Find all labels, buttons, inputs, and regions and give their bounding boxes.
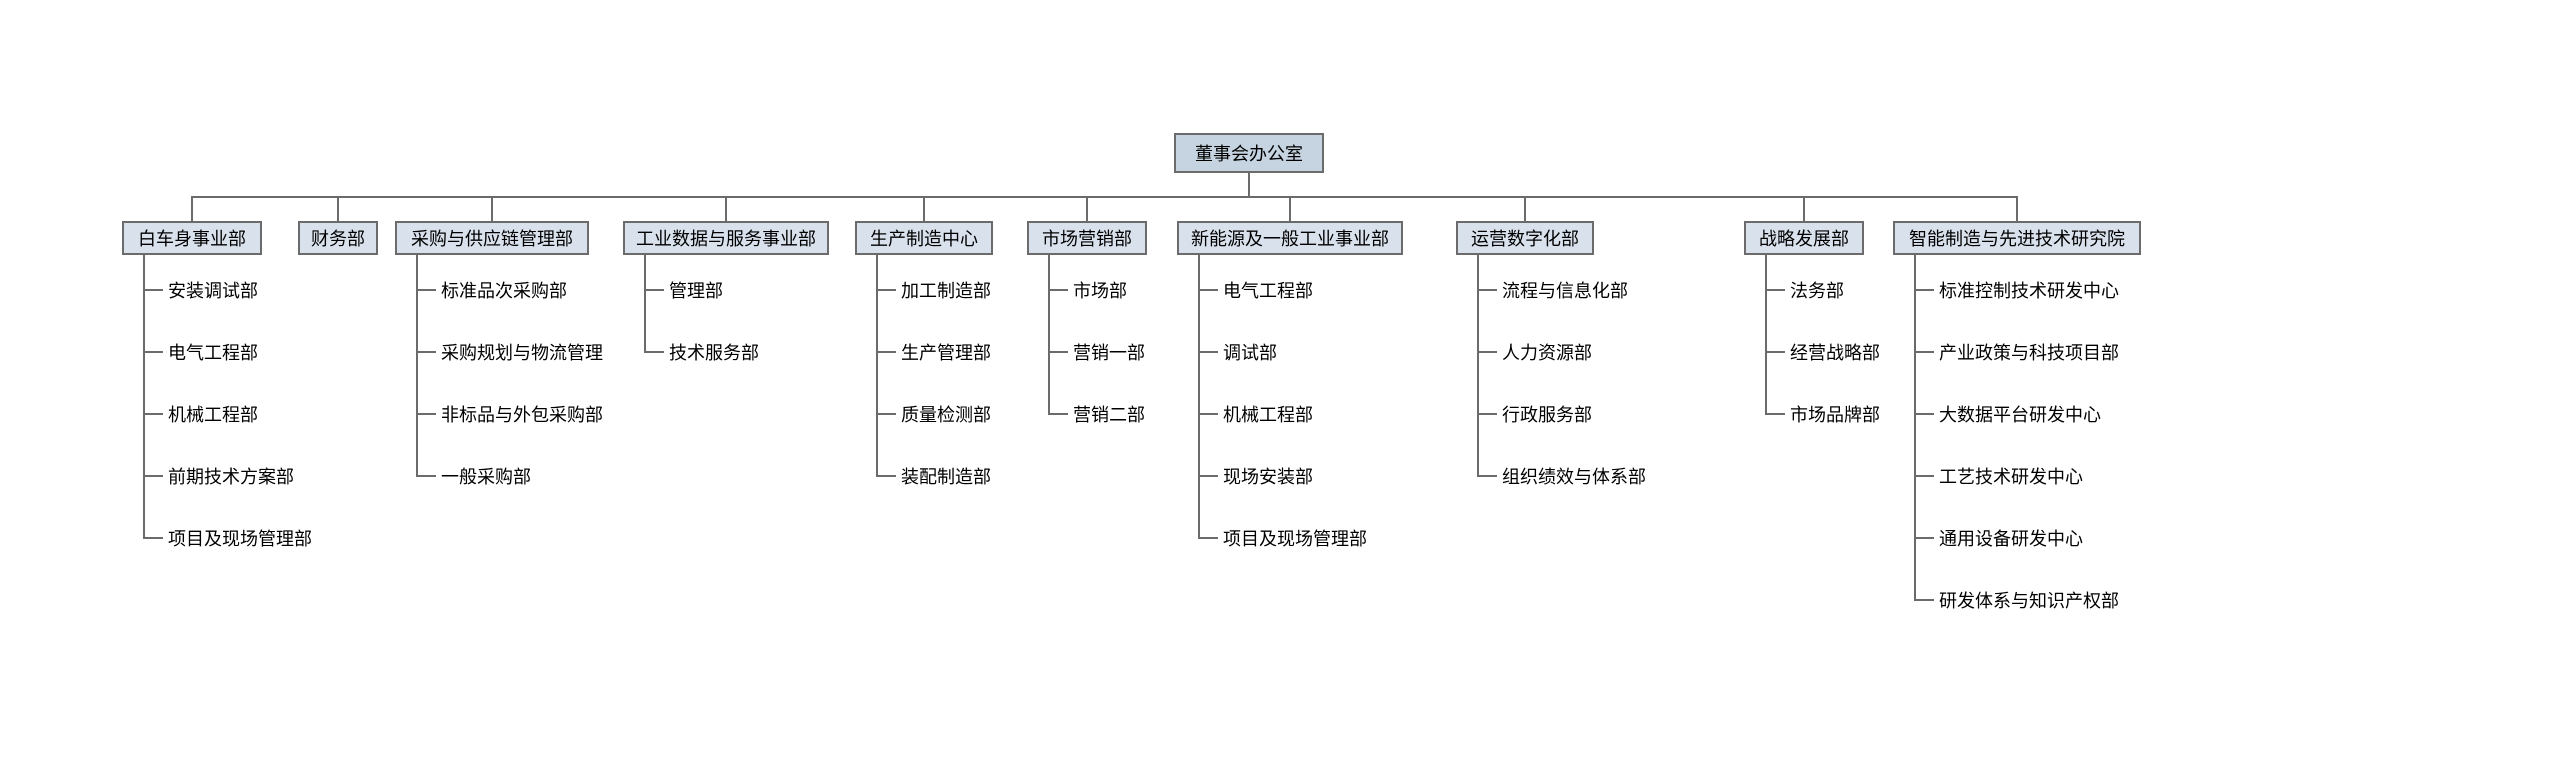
leaf-label: 研发体系与知识产权部	[1939, 587, 2119, 613]
leaf-node: 采购规划与物流管理	[441, 340, 603, 364]
leaf-node: 组织绩效与体系部	[1502, 464, 1646, 488]
leaf-label: 通用设备研发中心	[1939, 525, 2083, 551]
dept-node: 市场营销部	[1027, 221, 1147, 255]
leaf-label: 电气工程部	[1223, 277, 1313, 303]
root-node: 董事会办公室	[1174, 133, 1324, 173]
leaf-label: 调试部	[1223, 339, 1277, 365]
dept-node: 新能源及一般工业事业部	[1177, 221, 1403, 255]
connector-layer	[0, 0, 2560, 783]
leaf-label: 机械工程部	[1223, 401, 1313, 427]
dept-node: 白车身事业部	[122, 221, 262, 255]
leaf-label: 质量检测部	[901, 401, 991, 427]
leaf-node: 人力资源部	[1502, 340, 1592, 364]
leaf-label: 大数据平台研发中心	[1939, 401, 2101, 427]
org-chart-canvas: 董事会办公室白车身事业部安装调试部电气工程部机械工程部前期技术方案部项目及现场管…	[0, 0, 2560, 783]
leaf-node: 管理部	[669, 278, 723, 302]
leaf-node: 大数据平台研发中心	[1939, 402, 2101, 426]
leaf-label: 采购规划与物流管理	[441, 339, 603, 365]
leaf-node: 工艺技术研发中心	[1939, 464, 2083, 488]
dept-label: 战略发展部	[1759, 225, 1849, 251]
root-label: 董事会办公室	[1195, 140, 1303, 166]
leaf-node: 研发体系与知识产权部	[1939, 588, 2119, 612]
dept-label: 智能制造与先进技术研究院	[1909, 225, 2125, 251]
leaf-label: 营销二部	[1073, 401, 1145, 427]
leaf-node: 前期技术方案部	[168, 464, 294, 488]
leaf-label: 经营战略部	[1790, 339, 1880, 365]
dept-label: 生产制造中心	[870, 225, 978, 251]
leaf-node: 机械工程部	[1223, 402, 1313, 426]
leaf-label: 法务部	[1790, 277, 1844, 303]
dept-node: 运营数字化部	[1456, 221, 1594, 255]
leaf-node: 市场品牌部	[1790, 402, 1880, 426]
leaf-node: 质量检测部	[901, 402, 991, 426]
leaf-node: 经营战略部	[1790, 340, 1880, 364]
leaf-label: 安装调试部	[168, 277, 258, 303]
leaf-node: 通用设备研发中心	[1939, 526, 2083, 550]
leaf-label: 前期技术方案部	[168, 463, 294, 489]
leaf-label: 组织绩效与体系部	[1502, 463, 1646, 489]
leaf-node: 标准品次采购部	[441, 278, 567, 302]
leaf-label: 装配制造部	[901, 463, 991, 489]
leaf-label: 市场品牌部	[1790, 401, 1880, 427]
leaf-label: 加工制造部	[901, 277, 991, 303]
leaf-label: 产业政策与科技项目部	[1939, 339, 2119, 365]
leaf-label: 标准品次采购部	[441, 277, 567, 303]
leaf-node: 调试部	[1223, 340, 1277, 364]
leaf-node: 项目及现场管理部	[168, 526, 312, 550]
dept-label: 新能源及一般工业事业部	[1191, 225, 1389, 251]
leaf-label: 现场安装部	[1223, 463, 1313, 489]
leaf-label: 工艺技术研发中心	[1939, 463, 2083, 489]
dept-label: 采购与供应链管理部	[411, 225, 573, 251]
leaf-node: 加工制造部	[901, 278, 991, 302]
leaf-label: 管理部	[669, 277, 723, 303]
leaf-label: 项目及现场管理部	[1223, 525, 1367, 551]
leaf-node: 生产管理部	[901, 340, 991, 364]
dept-label: 运营数字化部	[1471, 225, 1579, 251]
leaf-node: 装配制造部	[901, 464, 991, 488]
leaf-label: 人力资源部	[1502, 339, 1592, 365]
dept-node: 生产制造中心	[855, 221, 993, 255]
leaf-node: 项目及现场管理部	[1223, 526, 1367, 550]
leaf-node: 技术服务部	[669, 340, 759, 364]
dept-label: 市场营销部	[1042, 225, 1132, 251]
dept-node: 工业数据与服务事业部	[623, 221, 829, 255]
leaf-label: 生产管理部	[901, 339, 991, 365]
leaf-node: 一般采购部	[441, 464, 531, 488]
leaf-node: 流程与信息化部	[1502, 278, 1628, 302]
leaf-label: 机械工程部	[168, 401, 258, 427]
dept-node: 战略发展部	[1744, 221, 1864, 255]
leaf-label: 营销一部	[1073, 339, 1145, 365]
leaf-label: 行政服务部	[1502, 401, 1592, 427]
leaf-node: 市场部	[1073, 278, 1127, 302]
leaf-node: 法务部	[1790, 278, 1844, 302]
leaf-label: 技术服务部	[669, 339, 759, 365]
leaf-node: 安装调试部	[168, 278, 258, 302]
leaf-label: 标准控制技术研发中心	[1939, 277, 2119, 303]
leaf-label: 市场部	[1073, 277, 1127, 303]
leaf-node: 产业政策与科技项目部	[1939, 340, 2119, 364]
leaf-node: 行政服务部	[1502, 402, 1592, 426]
leaf-node: 电气工程部	[1223, 278, 1313, 302]
leaf-label: 一般采购部	[441, 463, 531, 489]
dept-node: 采购与供应链管理部	[395, 221, 589, 255]
dept-label: 白车身事业部	[138, 225, 246, 251]
leaf-label: 项目及现场管理部	[168, 525, 312, 551]
dept-node: 财务部	[298, 221, 378, 255]
leaf-node: 电气工程部	[168, 340, 258, 364]
dept-label: 财务部	[311, 225, 365, 251]
leaf-node: 标准控制技术研发中心	[1939, 278, 2119, 302]
leaf-node: 营销一部	[1073, 340, 1145, 364]
leaf-node: 非标品与外包采购部	[441, 402, 603, 426]
dept-label: 工业数据与服务事业部	[636, 225, 816, 251]
leaf-node: 现场安装部	[1223, 464, 1313, 488]
leaf-label: 非标品与外包采购部	[441, 401, 603, 427]
leaf-node: 营销二部	[1073, 402, 1145, 426]
dept-node: 智能制造与先进技术研究院	[1893, 221, 2141, 255]
leaf-label: 电气工程部	[168, 339, 258, 365]
leaf-label: 流程与信息化部	[1502, 277, 1628, 303]
leaf-node: 机械工程部	[168, 402, 258, 426]
